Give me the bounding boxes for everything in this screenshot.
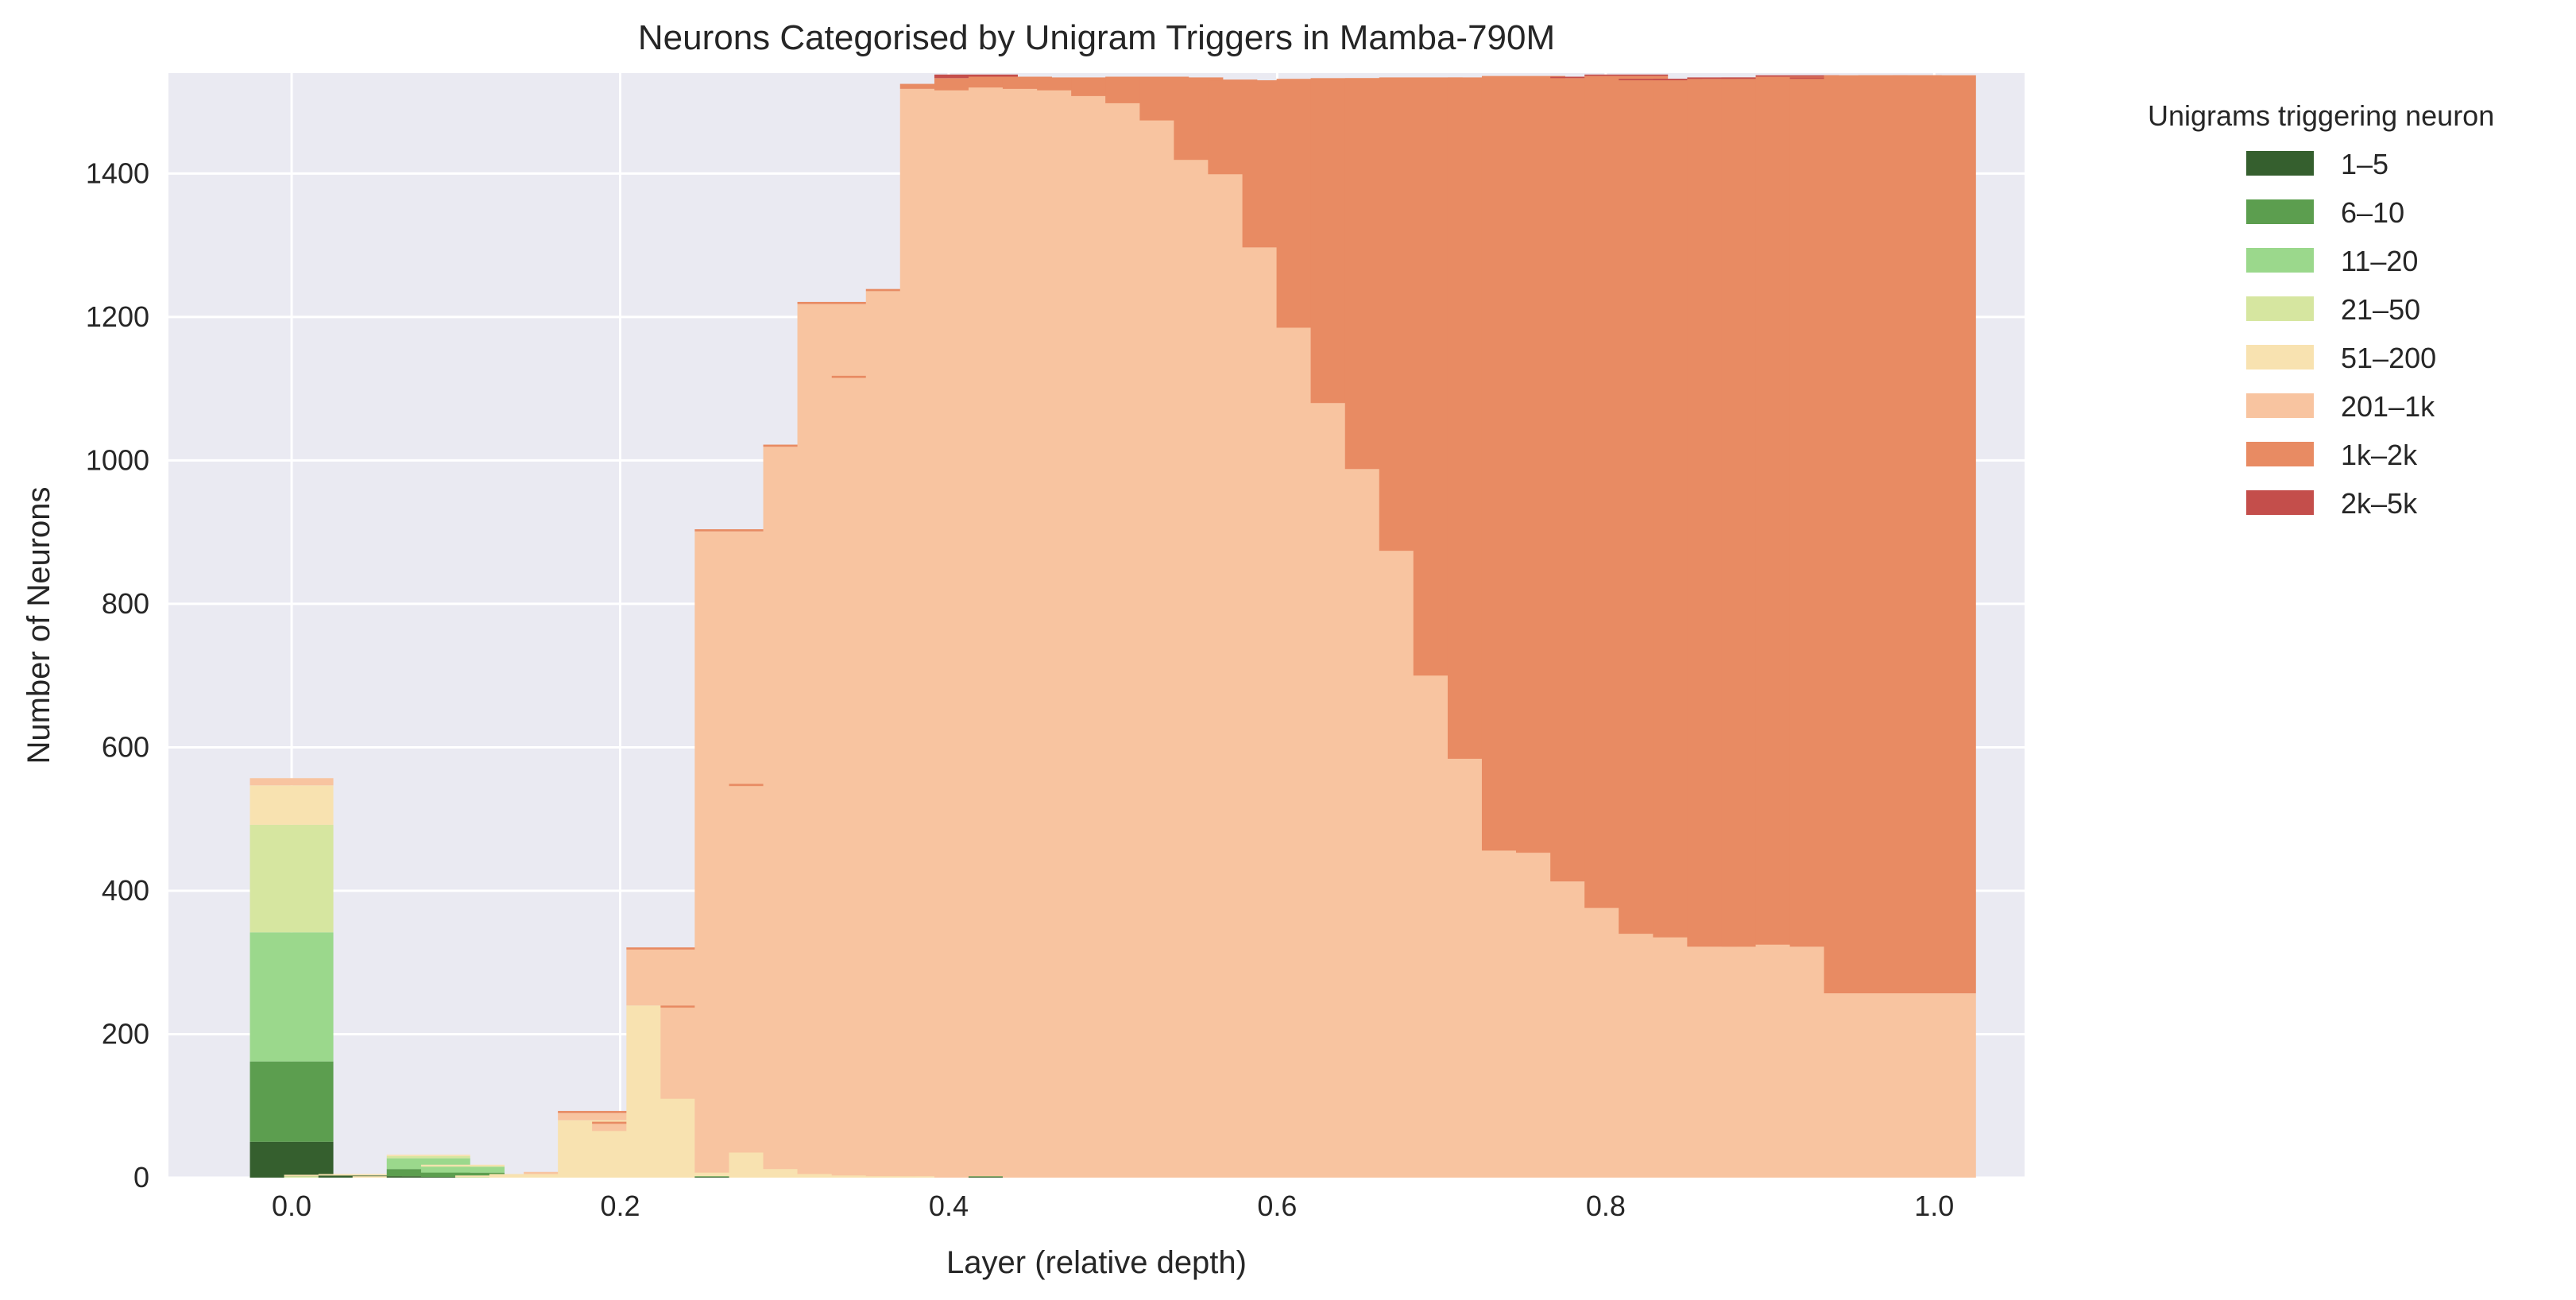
legend-swatch	[2246, 393, 2314, 418]
bar-segment	[318, 1174, 402, 1176]
bar-segment	[558, 1112, 642, 1120]
legend-swatch	[2246, 296, 2314, 321]
y-tick-label: 400	[102, 874, 149, 907]
legend-label: 51–200	[2341, 342, 2436, 374]
chart-title: Neurons Categorised by Unigram Triggers …	[638, 18, 1555, 57]
legend-swatch	[2246, 151, 2314, 176]
legend-label: 201–1k	[2341, 390, 2435, 423]
legend-title: Unigrams triggering neuron	[2148, 99, 2494, 132]
x-tick-label: 0.8	[1586, 1190, 1626, 1222]
x-axis-label: Layer (relative depth)	[946, 1245, 1247, 1280]
y-tick-label: 1200	[86, 300, 149, 333]
bar-segment	[420, 1172, 505, 1178]
bar-segment	[1892, 993, 1976, 1178]
y-tick-label: 1000	[86, 443, 149, 476]
legend-swatch	[2246, 345, 2314, 369]
bar-segment	[934, 74, 1018, 79]
legend-swatch	[2246, 248, 2314, 273]
bar-segment	[249, 824, 334, 933]
bar-segment	[1892, 75, 1976, 994]
bar-segment	[249, 1061, 334, 1142]
legend-label: 11–20	[2341, 245, 2418, 277]
bar-segment	[249, 785, 334, 825]
y-tick-label: 1400	[86, 157, 149, 189]
bar-segment	[558, 1111, 642, 1113]
legend-label: 1–5	[2341, 148, 2388, 180]
stacked-bars	[249, 74, 1976, 1178]
bar-segment	[249, 932, 334, 1062]
bar-segment	[249, 778, 334, 786]
legend-label: 1k–2k	[2341, 439, 2418, 471]
y-tick-label: 600	[102, 730, 149, 763]
bar-segment	[1755, 75, 1839, 77]
y-axis-label: Number of Neurons	[21, 486, 56, 764]
bar-segment	[626, 947, 710, 950]
y-tick-label: 0	[133, 1161, 149, 1194]
y-tick-label: 200	[102, 1017, 149, 1050]
x-tick-label: 1.0	[1914, 1190, 1954, 1222]
legend-label: 21–50	[2341, 293, 2420, 326]
x-tick-label: 0.4	[929, 1190, 969, 1222]
legend-label: 6–10	[2341, 196, 2404, 229]
y-axis-ticks: 0 200 400 600 800 1000 1200 1400	[86, 157, 149, 1194]
x-tick-label: 0.6	[1257, 1190, 1297, 1222]
x-tick-label: 0.2	[600, 1190, 640, 1222]
legend-label: 2k–5k	[2341, 487, 2418, 520]
legend: Unigrams triggering neuron 1–5 6–10 11–20 2…	[2148, 99, 2494, 520]
legend-swatch	[2246, 199, 2314, 224]
bar-segment	[797, 301, 881, 304]
bar-segment	[420, 1164, 505, 1167]
legend-swatch	[2246, 490, 2314, 515]
y-tick-label: 800	[102, 587, 149, 620]
x-axis-ticks: 0.0 0.2 0.4 0.6 0.8 1.0	[272, 1190, 1954, 1222]
x-tick-label: 0.0	[272, 1190, 311, 1222]
bar-segment	[249, 1141, 334, 1178]
bar-segment	[386, 1155, 470, 1156]
bar-segment	[386, 1155, 470, 1159]
legend-swatch	[2246, 442, 2314, 466]
bar-segment	[420, 1167, 505, 1173]
bar-segment	[694, 529, 779, 532]
bar-segment	[1584, 74, 1669, 76]
